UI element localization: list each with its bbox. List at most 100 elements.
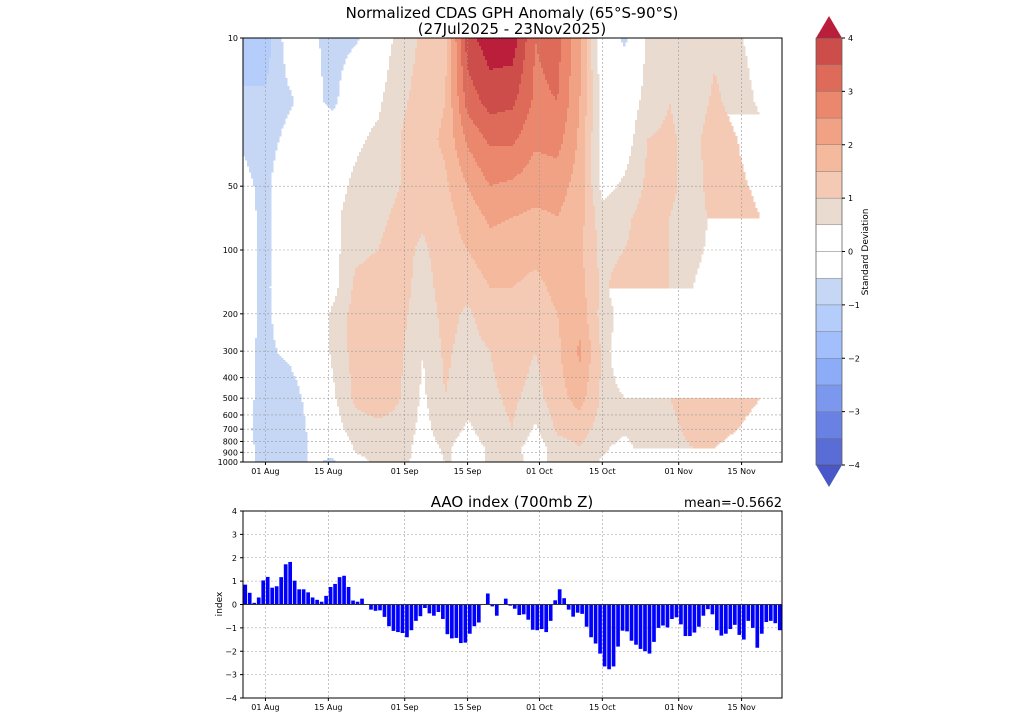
- heatmap-cell: [341, 252, 376, 255]
- aao-bar: [562, 598, 566, 605]
- heatmap-cell: [243, 86, 290, 89]
- heatmap-cell: [579, 360, 582, 363]
- heatmap-cell: [473, 198, 566, 201]
- heatmap-cell: [441, 346, 454, 349]
- heatmap-cell: [253, 418, 306, 421]
- heatmap-cell: [455, 214, 484, 217]
- heatmap-cell: [585, 198, 594, 201]
- heatmap-cell: [405, 344, 442, 347]
- heatmap-cell: [475, 160, 530, 163]
- heatmap-cell: [627, 244, 670, 247]
- heatmap-cell: [623, 250, 670, 253]
- heatmap-cell: [589, 378, 602, 381]
- heatmap-cell: [347, 334, 406, 337]
- heatmap-cell: [569, 182, 586, 185]
- heatmap-cell: [519, 134, 564, 137]
- heatmap-cell: [407, 312, 438, 315]
- heatmap-cell: [369, 460, 410, 463]
- heatmap-cell: [559, 318, 588, 321]
- heatmap-cell: [565, 386, 588, 389]
- heatmap-cell: [513, 286, 548, 289]
- heatmap-cell: [563, 202, 586, 205]
- heatmap-cell: [471, 76, 522, 79]
- heatmap-cell: [243, 152, 276, 155]
- heatmap-cell: [461, 168, 482, 171]
- heatmap-cell: [533, 82, 548, 85]
- heatmap-cell: [459, 162, 478, 165]
- heatmap-cell: [583, 238, 598, 241]
- heatmap-cell: [353, 166, 402, 169]
- colorbar-band: [815, 197, 843, 226]
- heatmap-cell: [487, 282, 518, 285]
- heatmap-cell: [513, 422, 554, 425]
- heatmap-cell: [383, 92, 410, 95]
- heatmap-cell: [457, 150, 470, 153]
- heatmap-cell: [559, 328, 590, 331]
- heatmap-cell: [351, 296, 412, 299]
- heatmap-cell: [257, 210, 272, 213]
- heatmap-cell: [561, 354, 578, 357]
- heatmap-cell: [571, 180, 586, 183]
- heatmap-cell: [593, 112, 600, 115]
- heatmap-cell: [331, 310, 350, 313]
- heatmap-cell: [585, 208, 596, 211]
- heatmap-cell: [677, 142, 702, 145]
- heatmap-cell: [453, 118, 462, 121]
- heatmap-cell: [523, 62, 536, 65]
- heatmap-cell: [527, 378, 542, 381]
- heatmap-cell: [559, 324, 590, 327]
- heatmap-cell: [583, 266, 598, 269]
- heatmap-cell: [561, 210, 586, 213]
- heatmap-cell: [701, 152, 740, 155]
- heatmap-cell: [447, 386, 498, 389]
- heatmap-cell: [443, 454, 452, 457]
- aao-bar: [575, 604, 580, 613]
- heatmap-cell: [671, 112, 708, 115]
- heatmap-cell: [581, 40, 588, 43]
- heatmap-cell: [467, 182, 490, 185]
- heatmap-cell: [559, 336, 590, 339]
- heatmap-cell: [591, 134, 600, 137]
- heatmap-cell: [491, 356, 534, 359]
- x-tick-label: 01 Sep: [391, 703, 419, 712]
- heatmap-cell: [475, 320, 560, 323]
- heatmap-cell: [243, 140, 280, 143]
- heatmap-cell: [561, 348, 578, 351]
- heatmap-cell: [589, 326, 600, 329]
- heatmap-cell: [547, 460, 600, 463]
- heatmap-cell: [353, 284, 412, 287]
- heatmap-cell: [529, 366, 540, 369]
- heatmap-cell: [587, 316, 600, 319]
- heatmap-cell: [565, 382, 588, 385]
- heatmap-cell: [585, 144, 592, 147]
- heatmap-cell: [255, 382, 298, 385]
- heatmap-cell: [569, 100, 580, 103]
- heatmap-cell: [407, 324, 440, 327]
- heatmap-x-ticks: 01 Aug 15 Aug 01 Sep 15 Sep 01 Oct 15 Oct 01 N…: [251, 462, 756, 476]
- heatmap-cell: [445, 100, 452, 103]
- heatmap-cell: [541, 382, 566, 385]
- heatmap-cell: [591, 182, 600, 185]
- heatmap-cell: [401, 394, 420, 397]
- heatmap-cell: [251, 172, 272, 175]
- heatmap-cell: [255, 364, 290, 367]
- heatmap-cell: [587, 46, 592, 49]
- heatmap-cell: [547, 458, 600, 461]
- heatmap-cell: [337, 292, 352, 295]
- heatmap-cell: [615, 188, 644, 191]
- heatmap-cell: [409, 304, 438, 307]
- x-tick-label: 15 Oct: [589, 467, 616, 476]
- heatmap-cell: [385, 84, 412, 87]
- heatmap-cell: [449, 368, 494, 371]
- heatmap-cell: [727, 112, 760, 115]
- heatmap-cell: [517, 40, 528, 43]
- heatmap-cell: [529, 372, 540, 375]
- heatmap-cell: [453, 130, 464, 133]
- heatmap-cell: [353, 444, 412, 447]
- heatmap-cell: [585, 218, 596, 221]
- heatmap-cell: [715, 74, 750, 77]
- heatmap-cell: [563, 374, 590, 377]
- heatmap-cell: [451, 60, 458, 63]
- heatmap-cell: [547, 286, 586, 289]
- y-tick-label: 100: [223, 246, 238, 255]
